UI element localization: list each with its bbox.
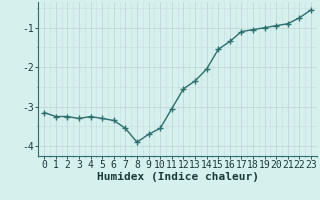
X-axis label: Humidex (Indice chaleur): Humidex (Indice chaleur) bbox=[97, 172, 259, 182]
